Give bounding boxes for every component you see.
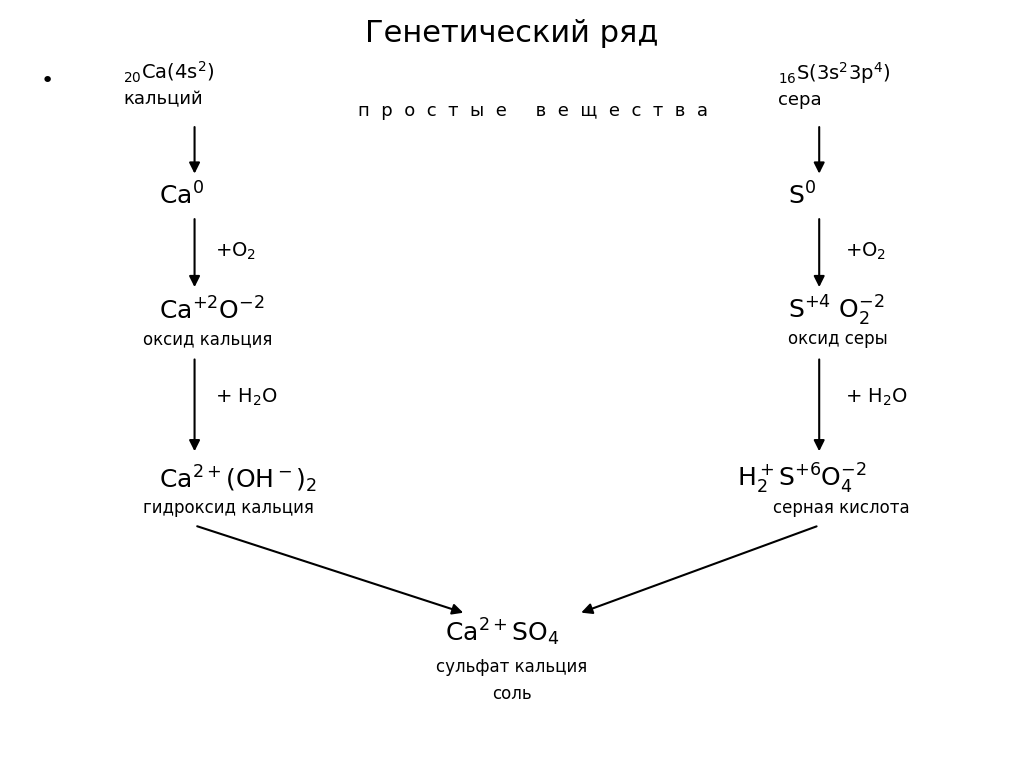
- Text: Ca$^{+2}$O$^{-2}$: Ca$^{+2}$O$^{-2}$: [159, 297, 264, 324]
- Text: Ca$^{2+}$SO$_4$: Ca$^{2+}$SO$_4$: [445, 617, 560, 648]
- Text: + H$_2$O: + H$_2$O: [845, 387, 907, 408]
- Text: +O$_2$: +O$_2$: [215, 241, 256, 262]
- Text: S$^{+4}$ O$_2^{-2}$: S$^{+4}$ O$_2^{-2}$: [788, 294, 885, 328]
- Text: сера: сера: [778, 91, 822, 109]
- Text: $_{16}$S(3s$^2$3p$^4$): $_{16}$S(3s$^2$3p$^4$): [778, 60, 891, 86]
- Text: Ca$^0$: Ca$^0$: [159, 182, 204, 209]
- Text: сульфат кальция: сульфат кальция: [436, 658, 588, 676]
- Text: соль: соль: [493, 685, 531, 703]
- Text: S$^0$: S$^0$: [788, 182, 816, 209]
- Text: +O$_2$: +O$_2$: [845, 241, 886, 262]
- Text: H$_2^+$S$^{+6}$O$_4^{-2}$: H$_2^+$S$^{+6}$O$_4^{-2}$: [737, 463, 867, 496]
- Text: серная кислота: серная кислота: [773, 499, 909, 517]
- Text: Генетический ряд: Генетический ряд: [366, 19, 658, 48]
- Text: оксид серы: оксид серы: [788, 330, 888, 348]
- Text: кальций: кальций: [123, 91, 203, 109]
- Text: п  р  о  с  т  ы  е     в  е  щ  е  с  т  в  а: п р о с т ы е в е щ е с т в а: [358, 102, 709, 120]
- Text: •: •: [41, 71, 54, 91]
- Text: Ca$^{2+}$(OH$^-$)$_2$: Ca$^{2+}$(OH$^-$)$_2$: [159, 464, 317, 495]
- Text: оксид кальция: оксид кальция: [143, 330, 272, 348]
- Text: гидроксид кальция: гидроксид кальция: [143, 499, 314, 517]
- Text: + H$_2$O: + H$_2$O: [215, 387, 278, 408]
- Text: $_{20}$Ca(4s$^2$): $_{20}$Ca(4s$^2$): [123, 61, 214, 85]
